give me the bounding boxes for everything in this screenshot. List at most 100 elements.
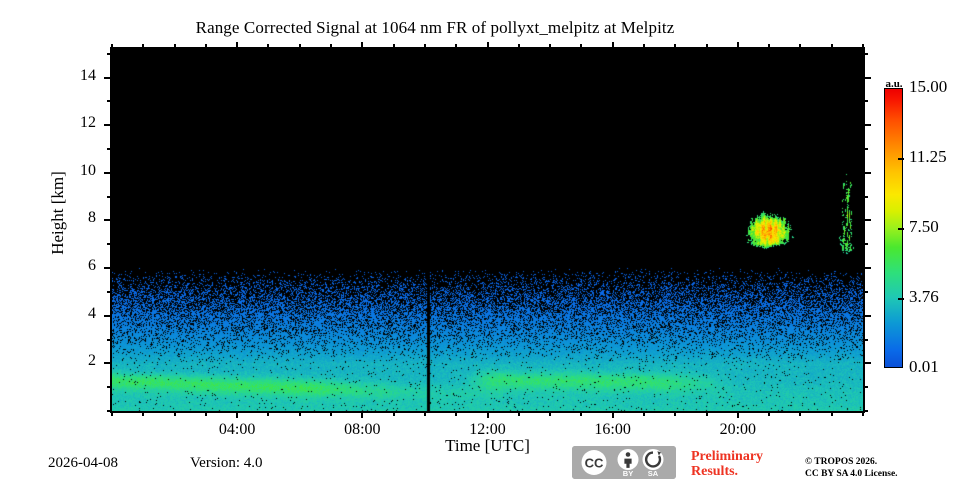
- y-tick-left: [104, 219, 112, 221]
- x-tick-top: [487, 42, 489, 49]
- heatmap-canvas: [112, 49, 863, 411]
- x-tick-label: 12:00: [469, 421, 506, 438]
- x-tick-bottom: [518, 411, 520, 416]
- x-tick-top: [455, 44, 457, 49]
- y-tick-right: [863, 148, 868, 150]
- x-tick-bottom: [862, 411, 864, 416]
- x-tick-bottom: [549, 411, 551, 416]
- x-tick-top: [518, 44, 520, 49]
- colorbar-tick-label: 15.00: [909, 77, 948, 96]
- x-tick-top: [111, 44, 113, 49]
- x-tick-bottom: [612, 411, 614, 418]
- page-title: Range Corrected Signal at 1064 nm FR of …: [195, 18, 675, 37]
- x-tick-top: [549, 44, 551, 49]
- y-tick-right: [863, 219, 871, 221]
- y-tick-right: [863, 100, 868, 102]
- svg-text:SA: SA: [648, 469, 659, 478]
- y-tick-left: [107, 386, 112, 388]
- y-tick-label: 10: [80, 161, 96, 179]
- x-tick-top: [674, 44, 676, 49]
- x-tick-bottom: [330, 411, 332, 416]
- x-tick-bottom: [580, 411, 582, 416]
- x-tick-top: [643, 44, 645, 49]
- x-tick-bottom: [455, 411, 457, 416]
- x-tick-label: 16:00: [594, 421, 631, 438]
- x-tick-top: [142, 44, 144, 49]
- x-tick-top: [424, 44, 426, 49]
- y-tick-label: 14: [80, 66, 96, 84]
- x-tick-bottom: [487, 411, 489, 418]
- x-tick-top: [612, 42, 614, 49]
- x-tick-bottom: [393, 411, 395, 416]
- y-tick-left: [104, 124, 112, 126]
- x-tick-bottom: [174, 411, 176, 416]
- y-tick-right: [863, 172, 871, 174]
- y-tick-left: [104, 362, 112, 364]
- y-tick-right: [863, 53, 868, 55]
- y-tick-left: [104, 315, 112, 317]
- lidar-quicklook-plot: [110, 47, 865, 413]
- colorbar-tick-label: 11.25: [909, 147, 947, 167]
- x-tick-label: 04:00: [218, 421, 256, 438]
- x-tick-top: [768, 44, 770, 49]
- x-tick-top: [831, 44, 833, 49]
- footer-date: 2026-04-08: [48, 455, 118, 471]
- x-tick-top: [205, 44, 207, 49]
- x-tick-top: [393, 44, 395, 49]
- y-tick-left: [107, 53, 112, 55]
- y-tick-label: 6: [88, 257, 96, 275]
- x-tick-bottom: [299, 411, 301, 416]
- x-tick-bottom: [643, 411, 645, 416]
- y-tick-right: [863, 362, 871, 364]
- y-tick-left: [107, 410, 112, 412]
- y-tick-right: [863, 124, 871, 126]
- colorbar-tick: [898, 298, 904, 300]
- y-tick-left: [104, 172, 112, 174]
- y-tick-right: [863, 291, 868, 293]
- x-tick-top: [299, 44, 301, 49]
- x-tick-top: [236, 42, 238, 49]
- x-tick-top: [706, 44, 708, 49]
- copyright-line-1: © TROPOS 2026.: [805, 457, 878, 467]
- x-tick-bottom: [768, 411, 770, 416]
- x-tick-bottom: [706, 411, 708, 416]
- x-tick-bottom: [236, 411, 238, 418]
- preliminary-line-2: Results.: [691, 464, 739, 479]
- footer-version: Version: 4.0: [190, 455, 263, 471]
- y-tick-right: [863, 386, 868, 388]
- y-tick-right: [863, 196, 868, 198]
- y-tick-label: 4: [88, 304, 96, 322]
- y-tick-right: [863, 267, 871, 269]
- x-tick-top: [174, 44, 176, 49]
- y-tick-label: 2: [88, 352, 96, 370]
- x-tick-top: [361, 42, 363, 49]
- y-tick-left: [107, 100, 112, 102]
- y-tick-left: [107, 339, 112, 341]
- y-tick-right: [863, 339, 868, 341]
- y-tick-right: [863, 410, 868, 412]
- colorbar-tick-label: 0.01: [909, 357, 939, 376]
- colorbar-unit-label: a.u.: [885, 78, 903, 90]
- x-tick-bottom: [799, 411, 801, 416]
- preliminary-line-1: Preliminary: [691, 449, 764, 464]
- y-tick-left: [107, 291, 112, 293]
- y-axis-label: Height [km]: [48, 171, 67, 255]
- colorbar-tick-label: 3.76: [909, 286, 939, 306]
- x-tick-top: [737, 42, 739, 49]
- colorbar-tick-label: 7.50: [909, 217, 939, 237]
- y-tick-left: [107, 148, 112, 150]
- y-tick-left: [107, 196, 112, 198]
- y-tick-right: [863, 315, 871, 317]
- creative-commons-badge[interactable]: CC BY SA: [572, 446, 676, 479]
- x-tick-top: [580, 44, 582, 49]
- x-tick-bottom: [831, 411, 833, 416]
- x-tick-top: [330, 44, 332, 49]
- y-tick-left: [107, 243, 112, 245]
- cc-license-icon: CC BY SA: [572, 446, 676, 479]
- x-tick-bottom: [142, 411, 144, 416]
- y-tick-right: [863, 243, 868, 245]
- x-tick-bottom: [267, 411, 269, 416]
- x-tick-label: 20:00: [719, 421, 757, 438]
- x-axis-label: Time [UTC]: [445, 436, 530, 455]
- x-tick-top: [799, 44, 801, 49]
